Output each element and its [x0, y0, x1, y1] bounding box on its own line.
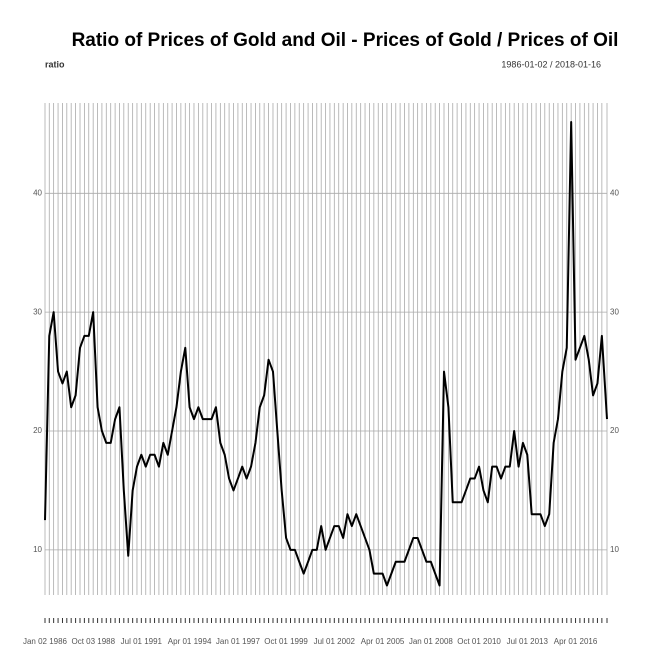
x-tick-label: Jul 01 2002: [314, 637, 356, 646]
y-tick-label: 10: [33, 545, 42, 554]
x-tick-label: Oct 01 1999: [264, 637, 308, 646]
x-tick-label: Apr 01 2005: [361, 637, 405, 646]
y-tick-label-right: 10: [610, 545, 619, 554]
x-tick-label: Jul 01 1991: [121, 637, 163, 646]
y-tick-label-right: 40: [610, 188, 619, 197]
x-tick-label: Jan 01 1997: [216, 637, 261, 646]
x-tick-label: Apr 01 1994: [168, 637, 212, 646]
x-tick-label: Jul 01 2013: [507, 637, 549, 646]
y-tick-label-right: 20: [610, 426, 619, 435]
y-tick-label: 40: [33, 188, 42, 197]
line-series: [44, 121, 608, 587]
y-tick-label: 20: [33, 426, 42, 435]
chart-title: Ratio of Prices of Gold and Oil - Prices…: [72, 30, 619, 51]
x-tick-label: Apr 01 2016: [554, 637, 598, 646]
y-tick-label: 30: [33, 307, 42, 316]
y-tick-label-right: 30: [610, 307, 619, 316]
x-tick-label: Jan 02 1986: [23, 637, 68, 646]
series-label: ratio: [45, 59, 65, 69]
date-range: 1986-01-02 / 2018-01-16: [501, 59, 601, 69]
x-tick-label: Jan 01 2008: [409, 637, 454, 646]
x-tick-label: Oct 01 2010: [457, 637, 501, 646]
x-tick-label: Oct 03 1988: [71, 637, 115, 646]
